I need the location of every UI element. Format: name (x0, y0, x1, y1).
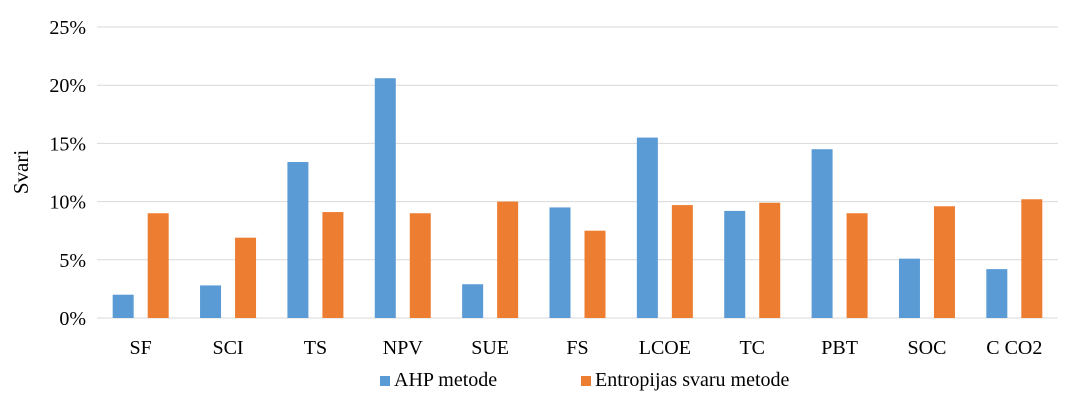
y-tick-label: 25% (49, 17, 86, 39)
bars (112, 78, 1043, 318)
bar-entropy-ts (322, 212, 344, 318)
x-category-label: TC (739, 337, 765, 359)
bar-entropy-sf (147, 213, 169, 318)
x-category-label: NPV (383, 337, 424, 359)
y-axis-title: Svari (9, 150, 33, 194)
bar-entropy-lcoe (671, 205, 693, 318)
y-tick-label: 0% (59, 308, 86, 330)
x-category-label: TS (304, 337, 327, 359)
bar-ahp-npv (374, 78, 396, 318)
gridlines (97, 26, 1058, 319)
bar-ahp-fs (549, 207, 571, 318)
x-category-label: PBT (821, 337, 858, 359)
bar-ahp-sue (462, 284, 484, 318)
bar-entropy-pbt (846, 213, 868, 318)
x-category-label: FS (566, 337, 588, 359)
bar-entropy-sci (235, 237, 257, 318)
y-tick-label: 5% (59, 250, 86, 272)
x-axis-categories: SF SCI TS NPV SUE FS LCOE TC PBT SOC C CO2 (130, 337, 1043, 359)
x-category-label: SUE (471, 337, 509, 359)
bar-ahp-pbt (811, 149, 833, 318)
bar-ahp-sci (200, 285, 222, 318)
bar-ahp-ts (287, 162, 309, 318)
bar-entropy-fs (584, 230, 606, 318)
bar-entropy-soc (933, 206, 955, 318)
y-axis-ticks: 0% 5% 10% 15% 20% 25% (49, 17, 86, 330)
bar-ahp-tc (724, 210, 746, 318)
bar-ahp-c-co2 (986, 269, 1008, 318)
legend-swatch (380, 376, 390, 386)
x-category-label: C CO2 (986, 337, 1042, 359)
x-category-label: SF (130, 337, 152, 359)
x-category-label: SOC (908, 337, 947, 359)
legend-label: AHP metode (394, 369, 497, 391)
legend: AHP metode Entropijas svaru metode (380, 369, 790, 391)
bar-ahp-lcoe (636, 137, 658, 318)
legend-swatch (581, 376, 591, 386)
bar-entropy-tc (759, 202, 781, 318)
x-category-label: SCI (212, 337, 243, 359)
bar-entropy-c-co2 (1021, 199, 1043, 318)
y-tick-label: 15% (49, 133, 86, 155)
y-tick-label: 20% (49, 75, 86, 97)
legend-label: Entropijas svaru metode (595, 369, 790, 391)
bar-ahp-sf (112, 294, 134, 318)
bar-ahp-soc (898, 258, 920, 318)
bar-entropy-sue (497, 201, 519, 318)
bar-entropy-npv (409, 213, 431, 318)
y-tick-label: 10% (49, 192, 86, 214)
x-category-label: LCOE (639, 337, 691, 359)
